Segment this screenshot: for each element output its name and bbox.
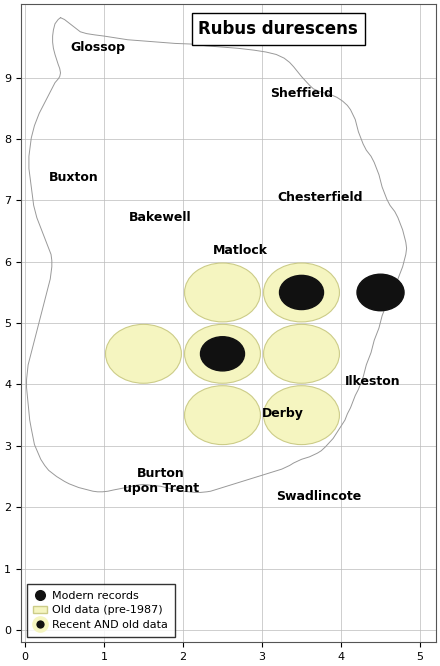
Text: Sheffield: Sheffield <box>270 87 333 100</box>
Circle shape <box>106 324 181 383</box>
Circle shape <box>279 276 323 310</box>
Text: Swadlincote: Swadlincote <box>276 490 362 503</box>
Circle shape <box>264 263 339 322</box>
Text: Ilkeston: Ilkeston <box>345 375 400 388</box>
Text: Burton
upon Trent: Burton upon Trent <box>123 468 199 496</box>
Text: Glossop: Glossop <box>71 41 126 53</box>
Polygon shape <box>26 18 407 492</box>
Text: Derby: Derby <box>262 408 304 420</box>
Text: Chesterfield: Chesterfield <box>278 191 363 204</box>
Text: Buxton: Buxton <box>49 170 99 184</box>
Circle shape <box>201 337 245 371</box>
Text: Matlock: Matlock <box>213 244 268 257</box>
Text: Rubus durescens: Rubus durescens <box>198 20 358 38</box>
Circle shape <box>184 386 260 445</box>
Circle shape <box>264 324 339 383</box>
Circle shape <box>184 263 260 322</box>
Circle shape <box>357 274 404 311</box>
Legend: Modern records, Old data (pre-1987), Recent AND old data: Modern records, Old data (pre-1987), Rec… <box>26 584 175 637</box>
Text: Bakewell: Bakewell <box>129 211 192 224</box>
Circle shape <box>184 324 260 383</box>
Circle shape <box>264 386 339 445</box>
